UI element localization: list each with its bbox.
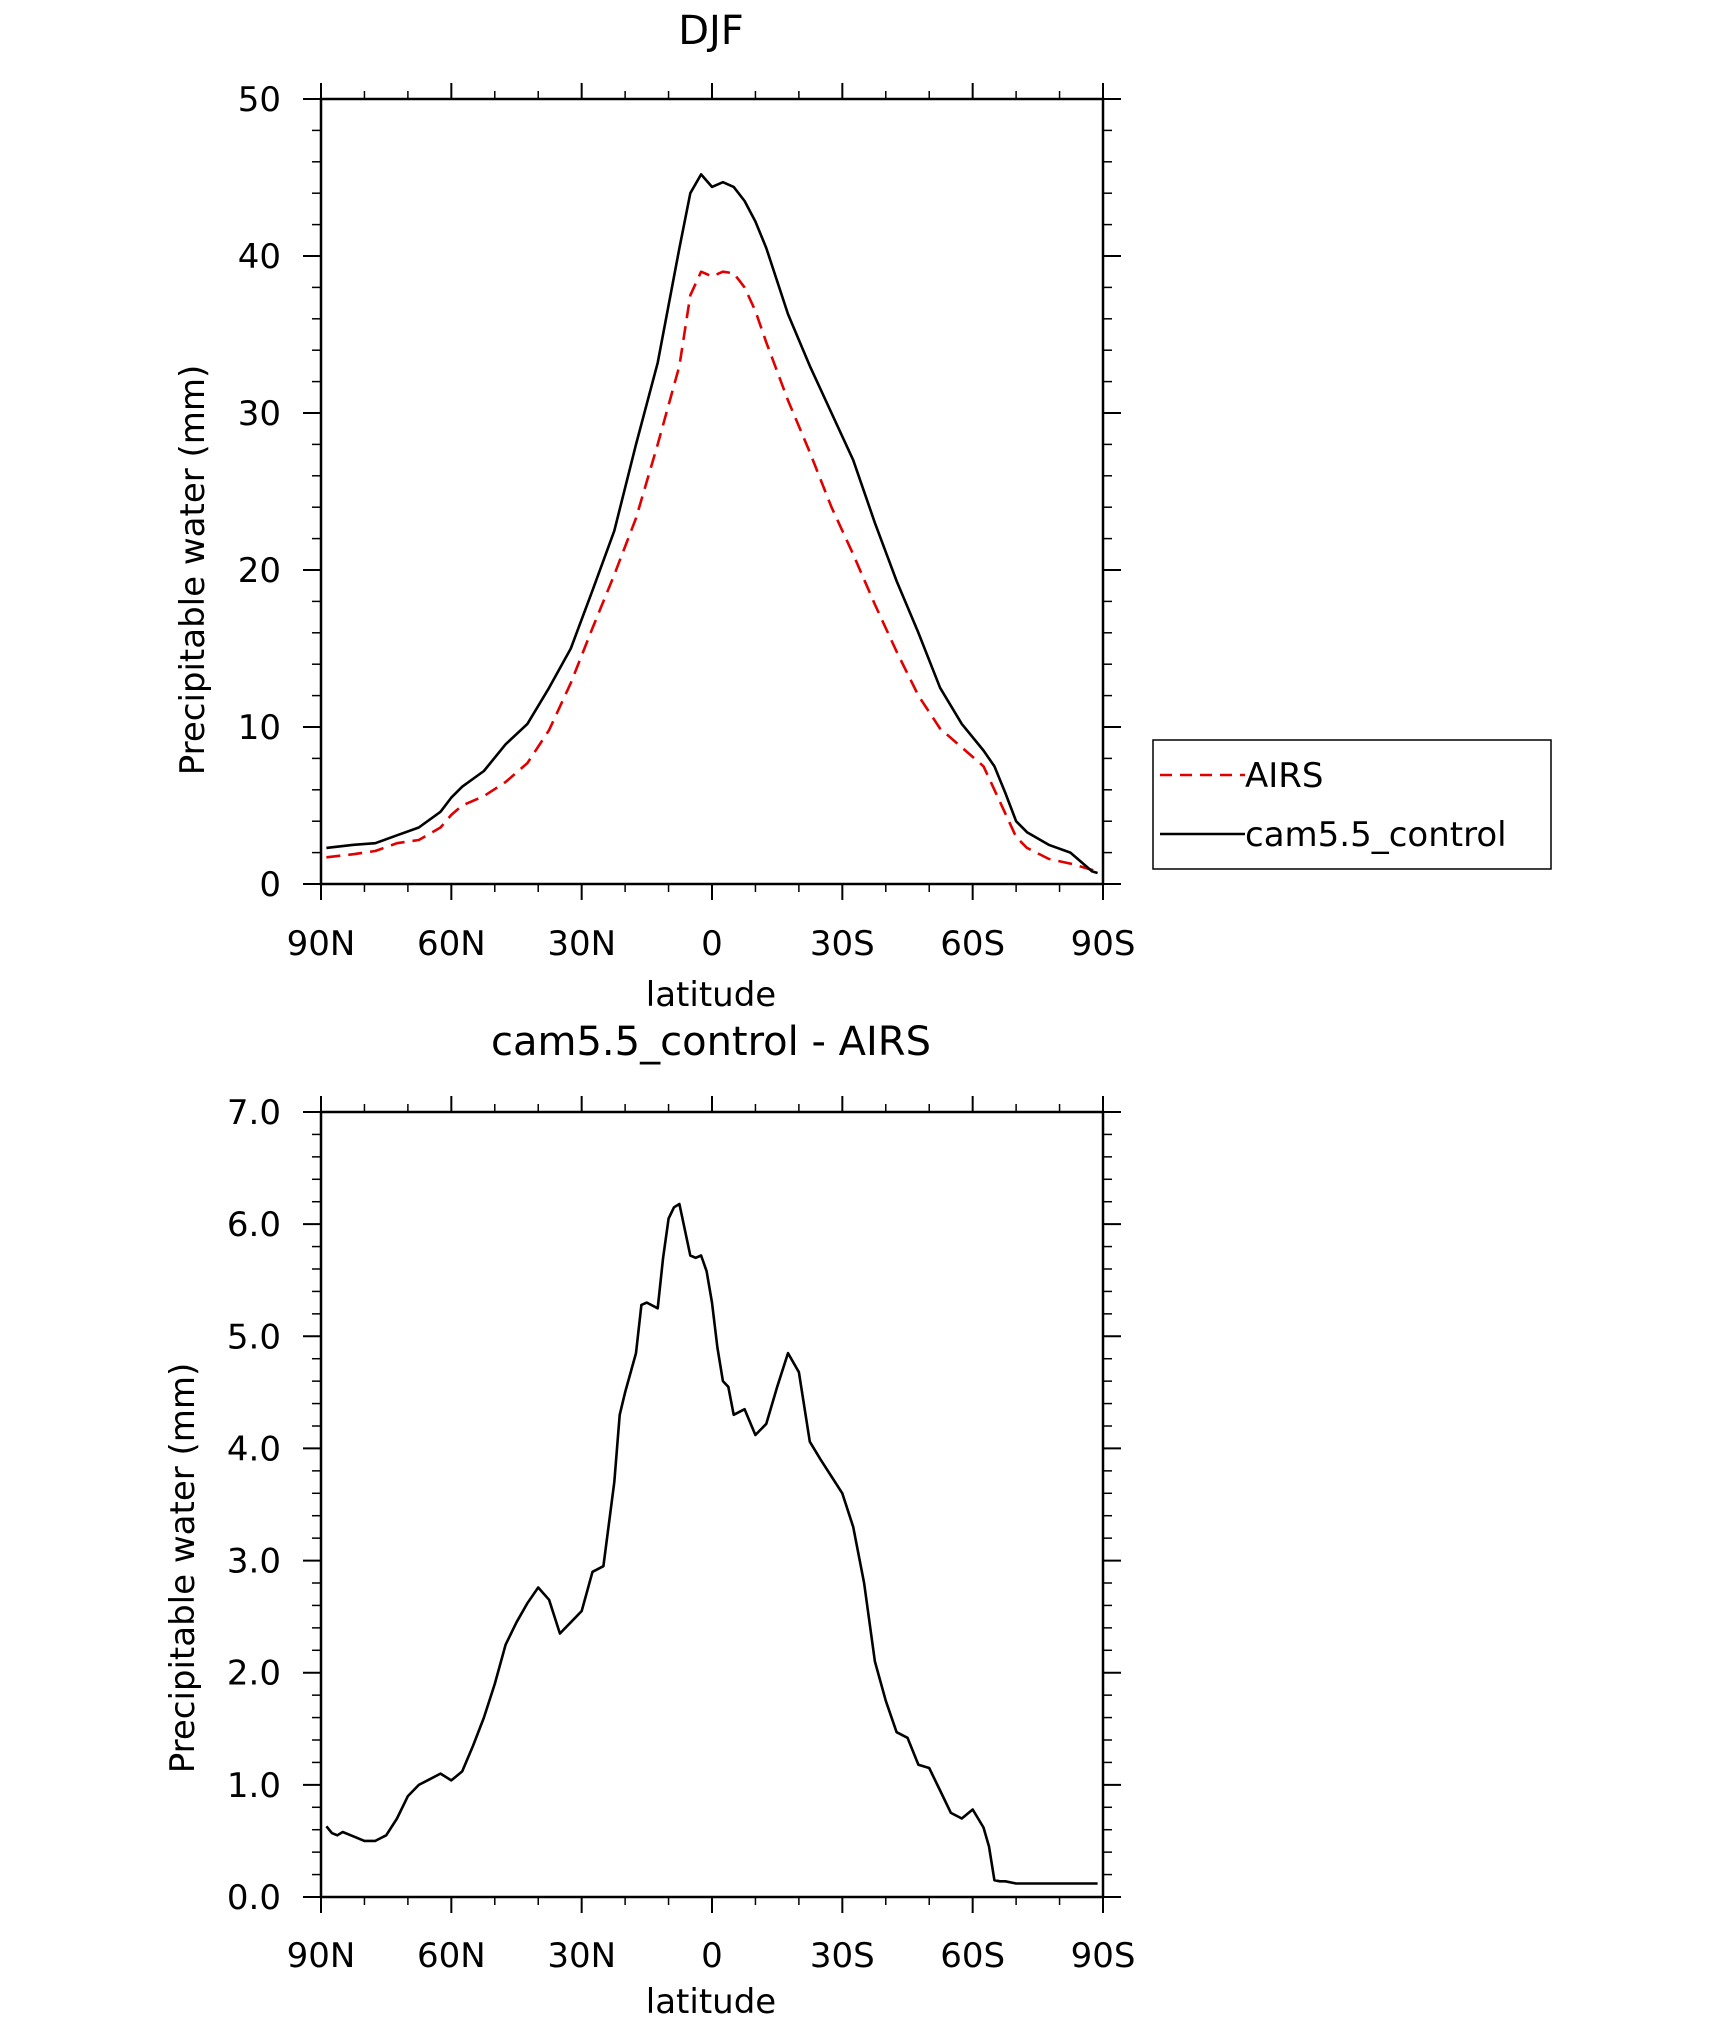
y-tick-label: 30	[238, 394, 281, 434]
y-tick-label: 10	[238, 708, 281, 748]
y-axis-label: Precipitable water (mm)	[163, 1363, 203, 1774]
plot-frame	[319, 1110, 1105, 1899]
x-axis-label: latitude	[646, 975, 776, 1015]
legend-box	[1152, 739, 1552, 870]
legend: AIRS cam5.5_control	[1152, 739, 1552, 870]
legend-label-cam: cam5.5_control	[1245, 815, 1507, 855]
x-tick-label: 60N	[417, 924, 486, 964]
y-tick-label: 0.0	[227, 1878, 281, 1918]
x-tick-label: 30S	[810, 1936, 875, 1976]
y-tick-label: 40	[238, 237, 281, 277]
plot-frame	[319, 97, 1105, 886]
x-tick-label: 60N	[417, 1936, 486, 1976]
x-tick-label: 90S	[1071, 1936, 1136, 1976]
y-tick-label: 5.0	[227, 1317, 281, 1357]
x-tick-label: 90N	[287, 1936, 356, 1976]
y-tick-label: 20	[238, 551, 281, 591]
x-tick-label: 60S	[940, 1936, 1005, 1976]
y-tick-label: 7.0	[227, 1093, 281, 1133]
x-tick-label: 30S	[810, 924, 875, 964]
x-tick-label: 30N	[547, 924, 616, 964]
series-line-airs	[326, 270, 1099, 875]
y-tick-label: 2.0	[227, 1654, 281, 1694]
y-axis-label: Precipitable water (mm)	[173, 365, 213, 776]
x-tick-label: 0	[701, 1936, 723, 1976]
y-tick-label: 1.0	[227, 1766, 281, 1806]
x-tick-label: 90S	[1071, 924, 1136, 964]
x-tick-label: 60S	[940, 924, 1005, 964]
y-tick-label: 6.0	[227, 1205, 281, 1245]
y-tick-label: 0	[259, 865, 281, 905]
y-tick-label: 50	[238, 80, 281, 120]
y-tick-label: 3.0	[227, 1542, 281, 1582]
legend-label-airs: AIRS	[1245, 756, 1324, 796]
y-tick-label: 4.0	[227, 1429, 281, 1469]
x-tick-label: 0	[701, 924, 723, 964]
panel-title: DJF	[678, 8, 744, 54]
panel-title: cam5.5_control - AIRS	[491, 1019, 931, 1065]
series-line-cam5-5-control	[326, 173, 1098, 875]
djf-panel: DJF latitude Precipitable water (mm) 90N…	[173, 8, 1135, 1015]
x-axis-label: latitude	[646, 1982, 776, 2021]
series-line-difference	[325, 1202, 1098, 1885]
x-tick-label: 90N	[287, 924, 356, 964]
difference-panel: cam5.5_control - AIRS latitude Precipita…	[163, 1019, 1135, 2021]
x-tick-label: 30N	[547, 1936, 616, 1976]
